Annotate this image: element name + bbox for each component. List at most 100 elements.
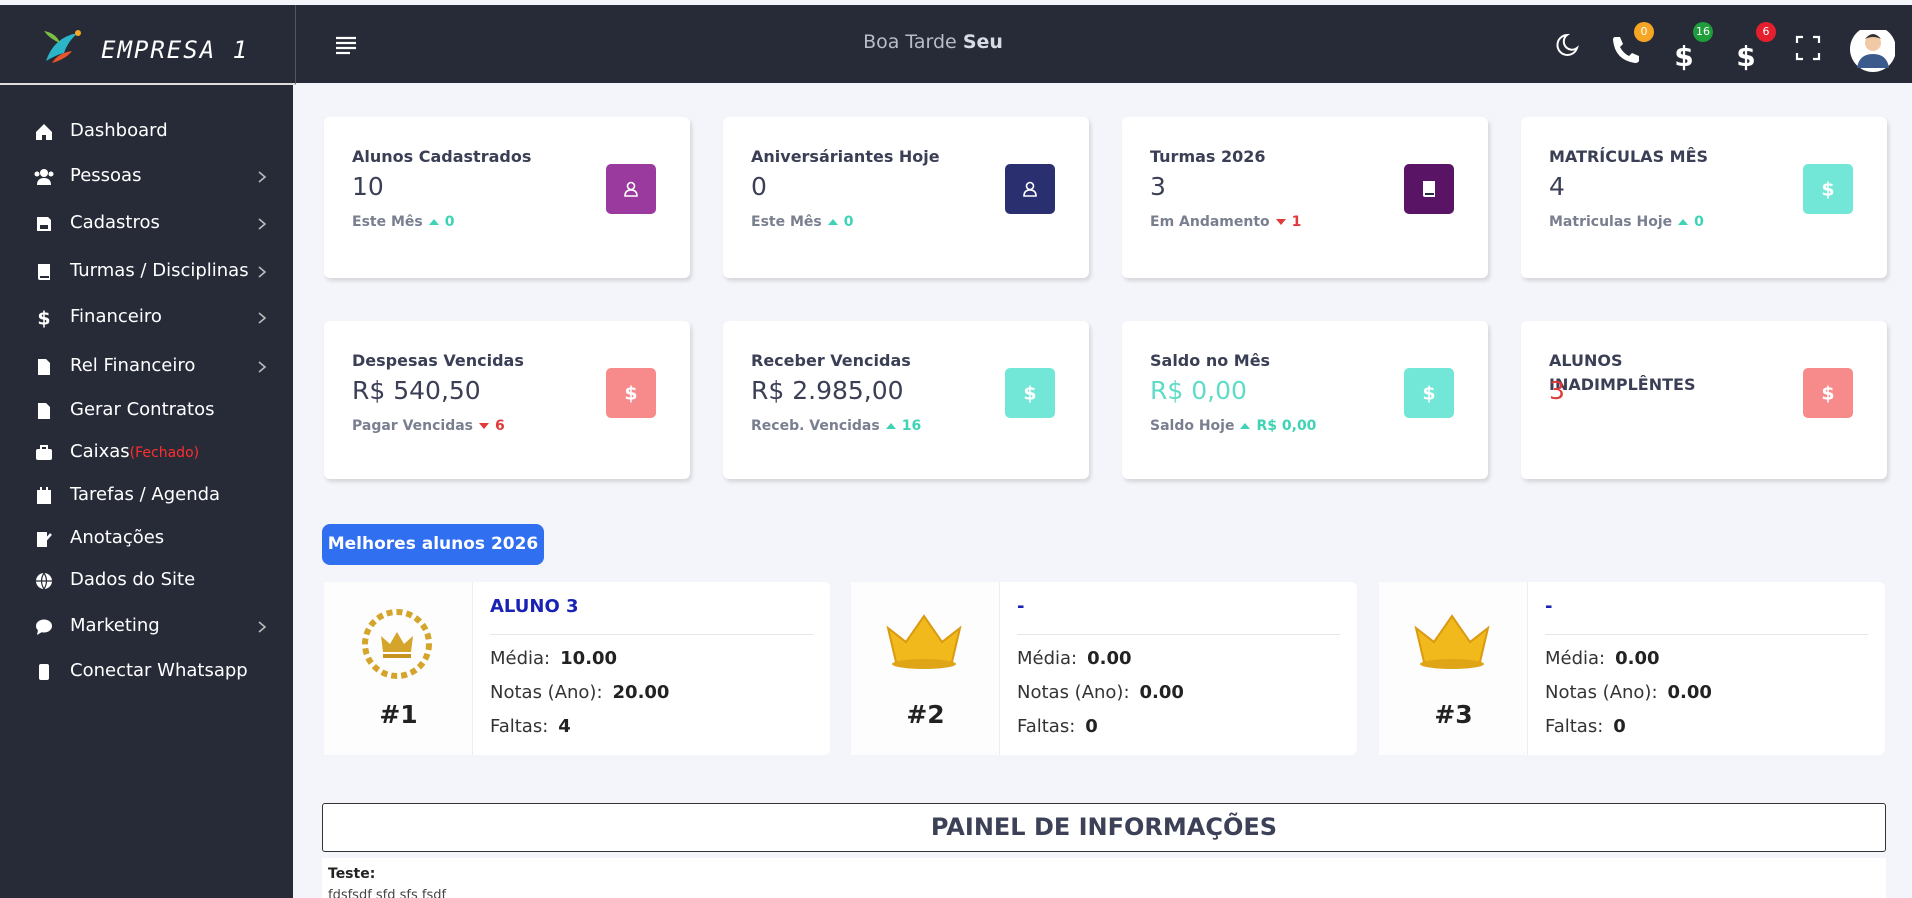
- menu-item[interactable]: Dados do Site: [0, 563, 293, 599]
- trend-icon: [479, 418, 490, 434]
- student-emblem: [1412, 604, 1492, 684]
- menu-item[interactable]: Marketing: [0, 609, 293, 645]
- trend-icon: [1275, 214, 1286, 230]
- student-stat: Faltas: 0: [1545, 716, 1626, 737]
- menu-item[interactable]: Tarefas / Agenda: [0, 478, 293, 514]
- stat-label: Média:: [490, 648, 551, 669]
- stat-value: 0: [1085, 716, 1098, 737]
- student-stat: Notas (Ano): 0.00: [1545, 682, 1712, 703]
- card-value: 0: [751, 172, 767, 201]
- notification-badge: 6: [1756, 22, 1776, 42]
- menu-label: Financeiro: [70, 306, 162, 327]
- card-value: R$ 0,00: [1150, 376, 1247, 405]
- notification-badge: 16: [1693, 22, 1713, 42]
- menu-icon: [34, 571, 54, 591]
- card-icon: $: [1404, 368, 1454, 418]
- student-stat: Faltas: 4: [490, 716, 571, 737]
- menu-item[interactable]: Cadastros: [0, 206, 293, 242]
- card-value: 4: [1549, 172, 1565, 201]
- card-icon: $: [1803, 368, 1853, 418]
- notification-badge: 0: [1634, 22, 1654, 42]
- top-bar: Boa Tarde Seu $ $: [0, 5, 1912, 83]
- fullscreen-icon[interactable]: [1795, 35, 1821, 61]
- card-sub-value: 6: [495, 418, 505, 434]
- svg-text:$: $: [1821, 383, 1834, 405]
- menu-item[interactable]: Gerar Contratos: [0, 393, 293, 429]
- divider: [1017, 634, 1340, 635]
- card-sub-label: Este Mês: [751, 214, 822, 230]
- divider: [490, 634, 813, 635]
- menu-item[interactable]: Pessoas: [0, 159, 293, 195]
- menu-icon: [34, 262, 54, 282]
- menu-item[interactable]: Rel Financeiro: [0, 349, 293, 385]
- menu-toggle[interactable]: [334, 35, 358, 55]
- dollar-icon[interactable]: $: [1674, 40, 1693, 73]
- stat-value: 0: [1613, 716, 1626, 737]
- menu-label: Tarefas / Agenda: [70, 484, 221, 505]
- menu-item[interactable]: $ Financeiro: [0, 300, 293, 336]
- menu-icon: [34, 122, 54, 142]
- panel-body: Teste: fdsfsdf sfd sfs fsdf: [322, 858, 1886, 898]
- student-rank: #2: [906, 700, 945, 729]
- card-value: 10: [352, 172, 384, 201]
- student-stat: Notas (Ano): 0.00: [1017, 682, 1184, 703]
- card-sub-value: 0: [843, 214, 854, 230]
- dollar-icon[interactable]: $: [1736, 40, 1755, 73]
- menu-item[interactable]: Turmas / Disciplinas: [0, 254, 293, 290]
- phone-icon[interactable]: [1613, 37, 1639, 63]
- card-sub: Em Andamento 1: [1150, 214, 1301, 230]
- student-stat: Média: 10.00: [490, 648, 617, 669]
- menu-label: Pessoas: [70, 165, 142, 186]
- note-label: Teste:: [328, 866, 376, 882]
- card-title: Receber Vencidas: [751, 351, 911, 370]
- menu-icon: [34, 357, 54, 377]
- student-stat: Faltas: 0: [1017, 716, 1098, 737]
- brand: EMPRESA 1: [101, 36, 250, 64]
- menu-status: (Fechado): [129, 445, 200, 461]
- menu-label: Marketing: [70, 615, 160, 636]
- stat-label: Notas (Ano):: [490, 682, 603, 703]
- svg-text:$: $: [1422, 383, 1435, 405]
- menu-label: Turmas / Disciplinas: [70, 260, 249, 281]
- menu-label: Conectar Whatsapp: [70, 660, 248, 681]
- stat-card: Turmas 2026 3 Em Andamento 1: [1122, 117, 1488, 278]
- menu-arrow: [256, 169, 268, 190]
- menu-item[interactable]: Conectar Whatsapp: [0, 654, 293, 690]
- trend-icon: [1678, 214, 1689, 230]
- card-sub-label: Pagar Vencidas: [352, 418, 474, 434]
- card-sub: Receb. Vencidas 16: [751, 418, 921, 434]
- card-sub: Este Mês 0: [751, 214, 853, 230]
- menu-icon: [34, 529, 54, 549]
- menu-item[interactable]: Anotações: [0, 521, 293, 557]
- stat-label: Faltas:: [490, 716, 549, 737]
- menu-item[interactable]: Dashboard: [0, 114, 293, 150]
- student-emblem: [357, 604, 437, 684]
- menu-icon: [34, 401, 54, 421]
- menu-icon: [34, 443, 54, 463]
- menu-label: Cadastros: [70, 212, 160, 233]
- stat-card: Saldo no Mês R$ 0,00 Saldo Hoje R$ 0,00 $: [1122, 321, 1488, 479]
- stat-label: Notas (Ano):: [1545, 682, 1658, 703]
- svg-text:$: $: [624, 383, 637, 405]
- menu-label: Anotações: [70, 527, 165, 548]
- greeting-name: Seu: [962, 31, 1003, 53]
- student-stat: Média: 0.00: [1545, 648, 1660, 669]
- card-sub-label: Este Mês: [352, 214, 423, 230]
- logo-bird: [44, 30, 81, 63]
- card-value: R$ 2.985,00: [751, 376, 904, 405]
- menu-arrow: [256, 264, 268, 285]
- student-card: #1 ALUNO 3 Média: 10.00 Notas (Ano): 20.00 Fal…: [324, 582, 830, 755]
- card-title: Saldo no Mês: [1150, 351, 1271, 370]
- student-rank: #3: [1434, 700, 1473, 729]
- stat-card: ALUNOS INADIMPLÊNTES 3 $: [1521, 321, 1887, 479]
- note-text: fdsfsdf sfd sfs fsdf: [328, 888, 447, 898]
- greeting: Boa Tarde Seu: [733, 31, 1133, 53]
- card-sub-value: R$ 0,00: [1256, 418, 1317, 434]
- trend-icon: [1240, 418, 1251, 434]
- card-sub-label: Em Andamento: [1150, 214, 1270, 230]
- theme-icon[interactable]: [1556, 33, 1579, 56]
- menu-item[interactable]: Caixas(Fechado): [0, 435, 293, 471]
- menu-arrow: [256, 216, 268, 237]
- menu-icon: $: [34, 308, 54, 330]
